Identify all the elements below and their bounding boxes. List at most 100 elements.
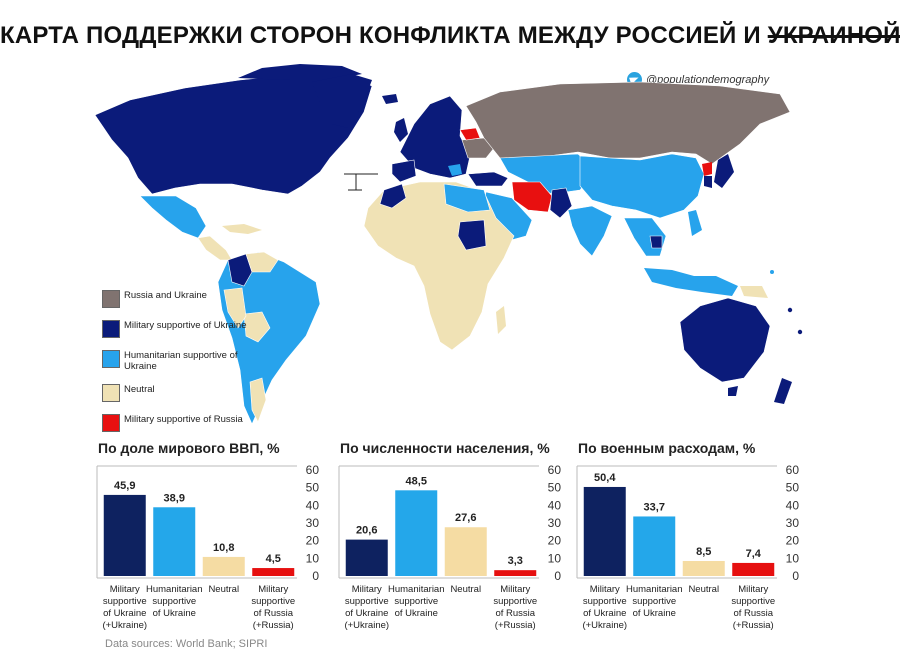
category-label: (+Ukraine) (344, 620, 389, 631)
region-bolivia (243, 311, 271, 343)
category-label: of Ukraine (345, 608, 388, 619)
legend-swatch (102, 290, 120, 308)
legend-item-russia-ukraine: Russia and Ukraine (102, 290, 252, 308)
region-venezuela (245, 251, 279, 273)
bar-value-label: 4,5 (266, 553, 281, 565)
region-mexico (139, 195, 207, 239)
region-greenland (312, 74, 372, 128)
bar (202, 556, 245, 576)
category-label: of Ukraine (395, 608, 438, 619)
legend-swatch (102, 414, 120, 432)
map-legend: Russia and Ukraine Military supportive o… (102, 290, 252, 444)
region-iberia (391, 159, 417, 183)
region-cambodia (649, 235, 663, 249)
region-iceland (382, 94, 398, 104)
region-belarus (459, 127, 481, 141)
callout-lines (344, 173, 378, 191)
region-australia (679, 297, 771, 383)
bar-value-label: 20,6 (356, 525, 377, 537)
y-tick-label: 60 (548, 463, 562, 477)
legend-item-military-russia: Military supportive of Russia (102, 414, 252, 432)
category-label: supportive (632, 596, 676, 607)
title-struck-word: УКРАИНОЙ (767, 22, 900, 49)
bar-value-label: 45,9 (114, 480, 135, 492)
legend-label: Military supportive of Ukraine (124, 320, 247, 331)
handle-text: @populationdemography (646, 73, 770, 86)
category-label: Humanitarian (626, 584, 683, 595)
bar (682, 560, 725, 576)
category-label: supportive (103, 596, 147, 607)
y-tick-label: 50 (786, 481, 800, 495)
region-island-dot (787, 307, 793, 313)
legend-label: Russia and Ukraine (124, 290, 207, 301)
legend-swatch (102, 350, 120, 368)
region-caribbean (222, 224, 262, 234)
region-korea-south (704, 176, 712, 188)
y-tick-label: 50 (548, 481, 562, 495)
category-label: supportive (394, 596, 438, 607)
y-tick-label: 0 (312, 569, 319, 583)
category-label: of Ukraine (103, 608, 146, 619)
category-label: Military (110, 584, 140, 595)
y-tick-label: 0 (554, 569, 561, 583)
region-new-zealand (774, 378, 792, 404)
data-source-note: Data sources: World Bank; SIPRI (105, 638, 268, 650)
category-label: (+Russia) (733, 620, 774, 631)
region-caucasus-central-asia (499, 153, 597, 195)
world-map (94, 64, 803, 425)
bar (494, 570, 537, 576)
bar (732, 562, 775, 576)
region-china-asia (579, 153, 705, 219)
region-central-america (197, 235, 233, 261)
category-label: Military (258, 584, 288, 595)
region-libya-egypt (443, 183, 491, 213)
region-afghanistan-pakistan (549, 187, 573, 219)
category-label: (+Ukraine) (582, 620, 627, 631)
bar (153, 507, 196, 576)
y-tick-label: 30 (306, 516, 320, 530)
legend-label: Humanitarian supportive of Ukraine (124, 350, 238, 372)
y-tick-label: 10 (786, 551, 800, 565)
bar-value-label: 8,5 (696, 546, 711, 558)
bar-value-label: 50,4 (594, 472, 616, 484)
bar (345, 539, 388, 576)
category-label: supportive (251, 596, 295, 607)
bar (395, 490, 438, 576)
y-tick-label: 30 (548, 516, 562, 530)
region-india (567, 205, 613, 257)
region-sudan (457, 219, 487, 251)
region-japan (714, 154, 734, 188)
region-peru (223, 287, 247, 329)
bar (103, 494, 146, 576)
y-tick-label: 40 (548, 498, 562, 512)
region-taiwan-philippines (688, 210, 702, 236)
category-label: of Russia (495, 608, 535, 619)
category-label: of Russia (253, 608, 293, 619)
y-tick-label: 10 (548, 551, 562, 565)
region-colombia (227, 253, 253, 287)
category-label: (+Russia) (253, 620, 294, 631)
category-label: (+Ukraine) (102, 620, 147, 631)
category-label: supportive (345, 596, 389, 607)
region-madagascar (496, 306, 506, 334)
y-tick-label: 50 (306, 481, 320, 495)
category-label: Neutral (450, 584, 481, 595)
y-tick-label: 20 (306, 534, 320, 548)
bar-value-label: 10,8 (213, 542, 234, 554)
region-island-dot (770, 270, 774, 274)
category-label: supportive (731, 596, 775, 607)
bar-value-label: 3,3 (508, 555, 523, 567)
bar (444, 527, 487, 576)
region-arctic-islands (238, 64, 362, 80)
bar-value-label: 27,6 (455, 512, 476, 524)
region-south-america (217, 251, 321, 425)
y-tick-label: 20 (786, 534, 800, 548)
category-label: (+Russia) (495, 620, 536, 631)
legend-item-humanitarian-ukraine: Humanitarian supportive of Ukraine (102, 350, 252, 372)
region-tasmania (728, 386, 738, 396)
category-label: Military (352, 584, 382, 595)
bar-value-label: 38,9 (164, 492, 185, 504)
